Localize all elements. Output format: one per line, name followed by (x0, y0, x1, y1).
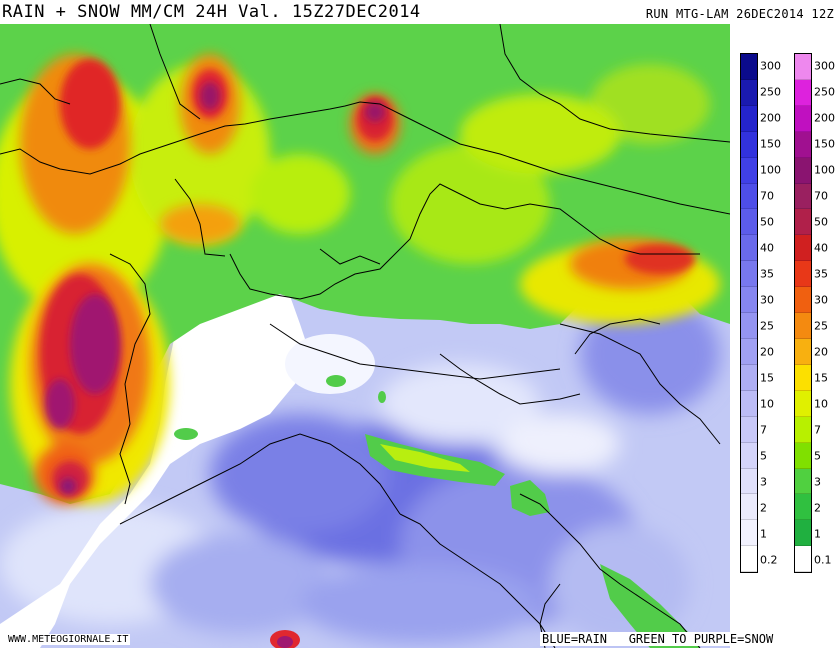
rain-legend-label: 7 (760, 423, 767, 437)
rain-legend-label: 0.2 (760, 553, 778, 567)
rain-legend-label: 1 (760, 527, 767, 541)
snow-legend-swatch (795, 79, 811, 106)
snow-legend-swatch (795, 287, 811, 314)
snow-legend-label: 7 (814, 423, 821, 437)
rain-legend-swatch (741, 364, 757, 391)
rain-legend-label: 150 (760, 137, 781, 151)
snow-legend-swatch (795, 338, 811, 365)
rain-legend-swatch (741, 131, 757, 158)
snow-legend-swatch (795, 105, 811, 132)
snow-legend-label: 0.1 (814, 553, 832, 567)
snow-legend-label: 10 (814, 397, 828, 411)
rain-legend-label: 15 (760, 371, 774, 385)
snow-apennine-patches (174, 375, 700, 648)
snow-extreme-zones (45, 82, 385, 494)
color-key-note: BLUE=RAIN GREEN TO PURPLE=SNOW (540, 632, 776, 646)
rain-legend-swatch (741, 338, 757, 365)
rain-legend-swatch (741, 183, 757, 210)
dry-area-piedmont (0, 292, 310, 648)
snow-legend-label: 250 (814, 85, 835, 99)
rain-legend-swatch (741, 287, 757, 314)
rain-legend-label: 300 (760, 59, 781, 73)
rain-legend-swatch (741, 468, 757, 495)
snow-legend-label: 35 (814, 267, 828, 281)
snow-legend-swatch (795, 364, 811, 391)
rain-legend-swatch (741, 546, 757, 573)
rain-legend-swatch (741, 79, 757, 106)
snow-legend-label: 50 (814, 215, 828, 229)
rain-legend-label: 3 (760, 475, 767, 489)
rain-legend-swatch (741, 313, 757, 339)
snow-legend-label: 1 (814, 527, 821, 541)
snow-legend-swatch (795, 261, 811, 288)
snow-legend-swatch (795, 157, 811, 184)
snow-legend-bar (794, 53, 812, 573)
rain-legend-swatch (741, 261, 757, 288)
snow-legend-swatch (795, 209, 811, 236)
rain-legend-swatch (741, 494, 757, 521)
dry-area-lombardy (285, 334, 375, 394)
snow-legend-label: 200 (814, 111, 835, 125)
snow-legend-label: 70 (814, 189, 828, 203)
snow-legend-label: 20 (814, 345, 828, 359)
snow-legend-label: 40 (814, 241, 828, 255)
snow-legend-swatch (795, 131, 811, 158)
rain-legend-swatch (741, 209, 757, 236)
rain-legend-label: 25 (760, 319, 774, 333)
snow-legend-swatch (795, 520, 811, 547)
map-title: RAIN + SNOW MM/CM 24H Val. 15Z27DEC2014 (2, 2, 421, 22)
rain-legend-label: 35 (760, 267, 774, 281)
rain-legend-swatch (741, 416, 757, 443)
rain-legend-label: 250 (760, 85, 781, 99)
rain-legend-label: 200 (760, 111, 781, 125)
rain-field-variations (0, 294, 720, 644)
rain-legend-label: 100 (760, 163, 781, 177)
rain-legend-label: 10 (760, 397, 774, 411)
rain-legend-label: 5 (760, 449, 767, 463)
map-canvas (0, 24, 730, 648)
snow-legend-swatch (795, 546, 811, 573)
snow-legend-label: 25 (814, 319, 828, 333)
snow-legend-label: 3 (814, 475, 821, 489)
rain-legend-swatch (741, 390, 757, 417)
snow-legend-swatch (795, 183, 811, 210)
snow-legend-swatch (795, 494, 811, 521)
rain-legend-swatch (741, 235, 757, 262)
snow-legend-label: 300 (814, 59, 835, 73)
snow-legend-swatch (795, 54, 811, 80)
rain-legend-label: 40 (760, 241, 774, 255)
rain-legend-bar (740, 53, 758, 573)
snow-legend-label: 5 (814, 449, 821, 463)
snow-legend-label: 150 (814, 137, 835, 151)
rain-legend-label: 50 (760, 215, 774, 229)
rain-legend-swatch (741, 442, 757, 469)
rain-legend-swatch (741, 157, 757, 184)
snow-legend-swatch (795, 313, 811, 339)
rain-legend-swatch (741, 54, 757, 80)
precipitation-map (0, 24, 730, 648)
snow-legend-label: 30 (814, 293, 828, 307)
color-key-text: BLUE=RAIN GREEN TO PURPLE=SNOW (540, 632, 776, 646)
snow-legend-label: 2 (814, 501, 821, 515)
snow-legend-swatch (795, 390, 811, 417)
borders-coastlines (0, 24, 730, 648)
source-credit: WWW.METEOGIORNALE.IT (6, 634, 131, 645)
rain-legend-label: 20 (760, 345, 774, 359)
rain-legend-swatch (741, 105, 757, 132)
snow-legend-swatch (795, 235, 811, 262)
snow-legend-swatch (795, 442, 811, 469)
rain-legend-label: 2 (760, 501, 767, 515)
snow-legend-swatch (795, 416, 811, 443)
rain-legend-swatch (741, 520, 757, 547)
rain-legend-label: 70 (760, 189, 774, 203)
rain-legend-label: 30 (760, 293, 774, 307)
snow-legend-swatch (795, 468, 811, 495)
snow-legend-label: 100 (814, 163, 835, 177)
snow-legend-label: 15 (814, 371, 828, 385)
model-run-label: RUN MTG-LAM 26DEC2014 12Z (645, 7, 834, 21)
